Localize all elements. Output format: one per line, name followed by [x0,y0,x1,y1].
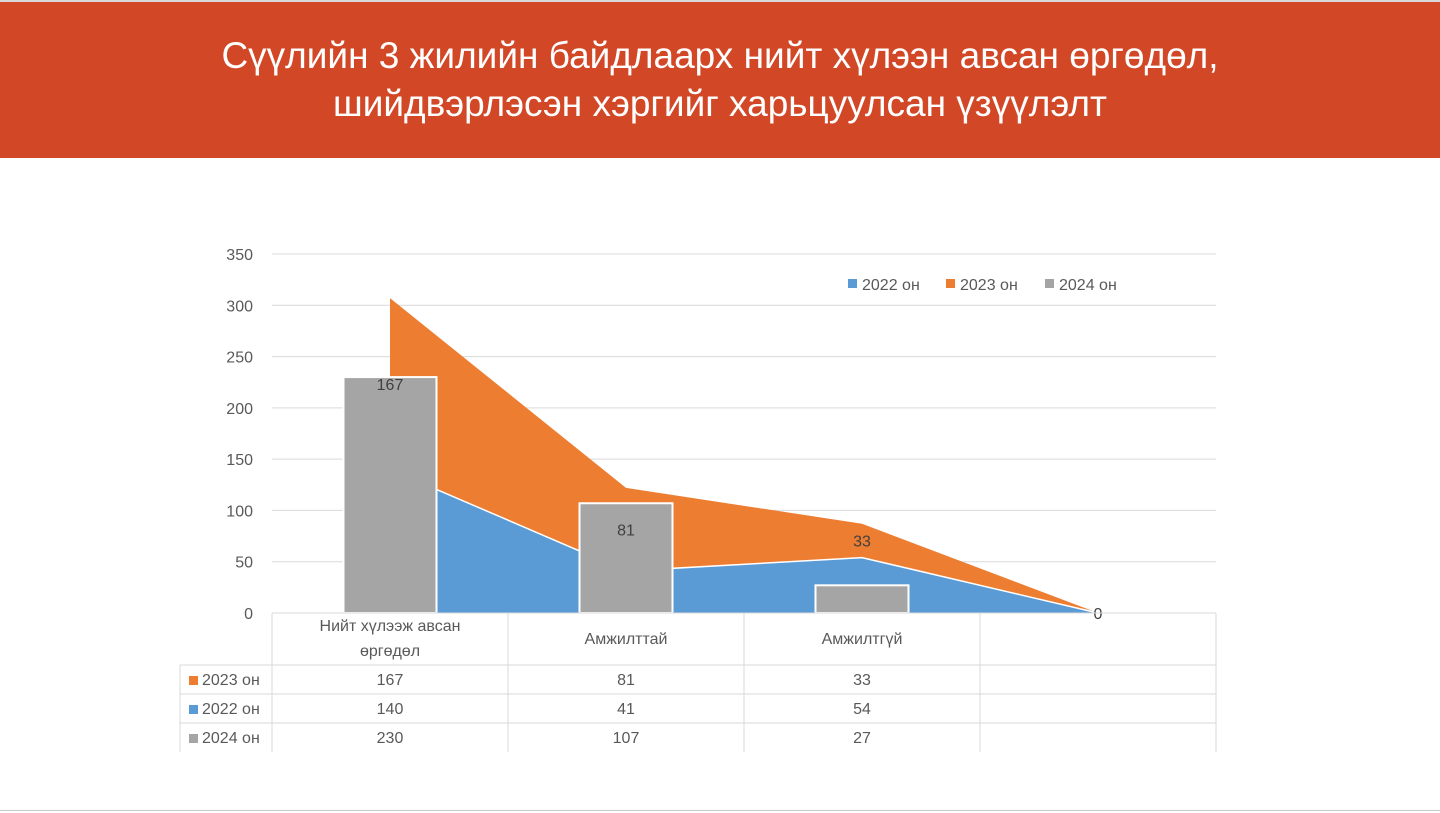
table-cell: 41 [617,701,635,718]
category-label: Амжилтгүй [822,631,903,648]
table-legend-swatch [189,705,198,714]
table-series-label: 2024 он [202,730,260,747]
category-label: өргөдөл [360,643,420,660]
data-label-2023: 167 [377,377,404,394]
slide-title-line-1: Сүүлийн 3 жилийн байдлаарх нийт хүлээн а… [221,35,1219,76]
legend-swatch [1045,279,1054,288]
title-banner: Сүүлийн 3 жилийн байдлаарх нийт хүлээн а… [0,2,1440,158]
data-label-2023: 81 [617,522,635,539]
table-cell: 230 [377,730,404,747]
table-cell: 81 [617,672,635,689]
table-series-label: 2023 он [202,672,260,689]
category-label: Нийт хүлээж авсан [320,618,461,635]
legend-swatch [848,279,857,288]
y-tick-label: 200 [226,401,253,418]
top-border [0,0,1440,2]
table-cell: 107 [613,730,640,747]
table-series-label: 2022 он [202,701,260,718]
bar-2024 [814,584,910,615]
category-label: Амжилттай [585,631,668,648]
legend-swatch [946,279,955,288]
area-2022-edge [389,468,1099,614]
table-legend-swatch [189,676,198,685]
table-cell: 167 [377,672,404,689]
data-label-2023: 0 [1094,606,1103,623]
y-tick-label: 250 [226,350,253,367]
table-cell: 27 [853,730,871,747]
y-tick-label: 350 [226,247,253,264]
y-tick-label: 150 [226,452,253,469]
data-label-2023: 33 [853,534,871,551]
table-legend-swatch [189,734,198,743]
legend-label: 2023 он [960,277,1018,294]
bar-2024 [342,376,438,615]
table-cell: 33 [853,672,871,689]
y-tick-label: 100 [226,503,253,520]
area-2023 [390,298,1098,613]
table-cell: 140 [377,701,404,718]
y-tick-label: 0 [244,606,253,623]
bottom-border [0,810,1440,811]
table-cell: 54 [853,701,871,718]
area-2022 [390,469,1098,613]
legend-label: 2024 он [1059,277,1117,294]
y-tick-label: 300 [226,298,253,315]
legend-label: 2022 он [862,277,920,294]
y-tick-label: 50 [235,555,253,572]
bar-2024 [578,502,674,614]
slide-title-line-2: шийдвэрлэсэн хэргийг харьцуулсан үзүүлэл… [333,83,1107,124]
